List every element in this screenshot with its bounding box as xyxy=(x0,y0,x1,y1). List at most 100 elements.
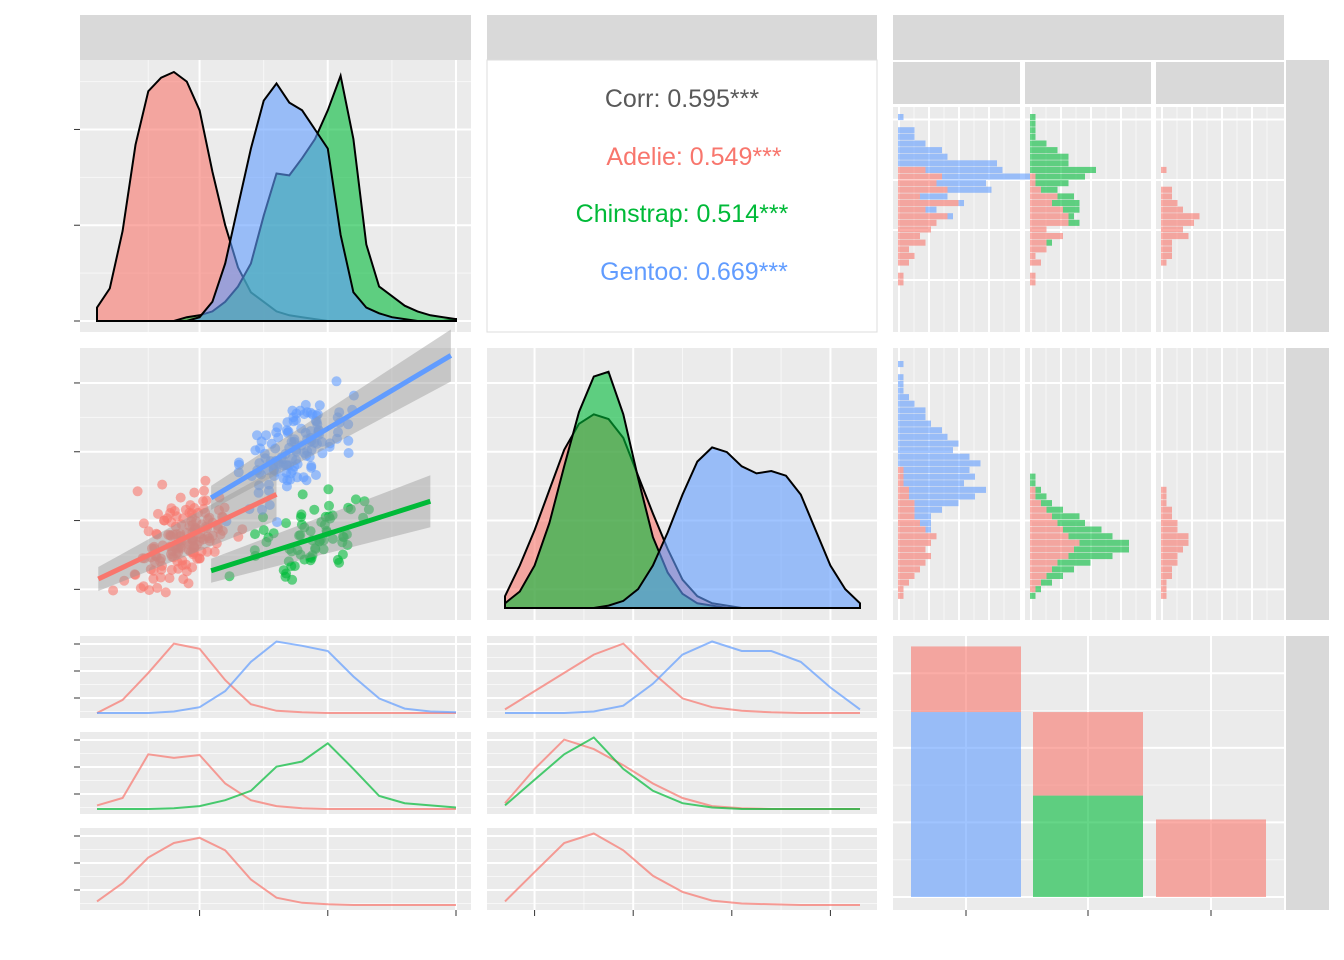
scatter-point xyxy=(178,574,189,585)
scatter-point xyxy=(160,587,171,598)
density-bill-gentoo xyxy=(97,81,456,322)
strip-col-bill-length-bg xyxy=(80,15,471,60)
hist-bar-dream-chinstrap xyxy=(1046,572,1063,579)
hist-bar-dream-chinstrap xyxy=(1079,539,1129,546)
scatter-point xyxy=(314,400,325,411)
hist-bar-biscoe-adelie xyxy=(898,493,909,500)
hist-bar-dream-adelie xyxy=(1030,200,1052,207)
scatter-point xyxy=(200,507,211,518)
hist-bar-biscoe-adelie xyxy=(898,466,904,473)
hist-bar-dream-chinstrap xyxy=(1030,114,1036,121)
hist-bar-dream-adelie xyxy=(1030,486,1036,493)
scatter-point xyxy=(363,504,374,515)
scatter-point xyxy=(268,528,279,539)
hist-bar-dream-chinstrap xyxy=(1030,140,1047,147)
hist-bar-biscoe-adelie xyxy=(898,539,931,546)
hist-bar-biscoe-gentoo xyxy=(898,427,942,434)
hist-bar-biscoe-gentoo xyxy=(903,466,970,473)
hist-bar-torgersen-adelie xyxy=(1161,553,1178,560)
bar-torgersen-adelie xyxy=(1156,819,1266,897)
strip-row-body-mass-bg xyxy=(1286,348,1329,620)
hist-bar-dream-adelie xyxy=(1030,186,1041,193)
hist-bar-torgersen-adelie xyxy=(1161,566,1172,573)
facet-density-bill-torgersen-adelie xyxy=(96,836,456,906)
scatter-point xyxy=(331,376,342,387)
hist-bar-biscoe-adelie xyxy=(898,219,937,226)
scatter-point xyxy=(294,530,305,541)
scatter-point xyxy=(170,521,181,532)
hist-bar-biscoe-gentoo xyxy=(898,414,926,421)
hist-bar-dream-chinstrap xyxy=(1052,200,1080,207)
axes-layer xyxy=(74,128,1212,916)
facet-density-mass-torgersen-adelie xyxy=(504,832,860,906)
hist-bar-dream-adelie xyxy=(1030,193,1058,200)
hist-bar-biscoe-gentoo xyxy=(898,453,970,460)
hist-bar-biscoe-gentoo xyxy=(925,166,1003,173)
corr-overall: Corr: 0.595*** xyxy=(605,85,760,113)
hist-bar-dream-chinstrap xyxy=(1057,519,1085,526)
hist-bar-biscoe-adelie xyxy=(898,553,931,560)
facet-density-bill-dream-adelie xyxy=(96,753,456,810)
scatter-point xyxy=(258,525,269,535)
hist-bar-biscoe-adelie xyxy=(898,513,915,520)
hist-bar-biscoe-adelie xyxy=(898,533,937,540)
hist-bar-biscoe-adelie xyxy=(898,213,948,220)
panel-bg-hist-r1-2 xyxy=(1156,107,1284,332)
hist-bar-torgersen-adelie xyxy=(1161,193,1172,200)
hist-bar-dream-adelie xyxy=(1030,533,1069,540)
correlation-panel-border xyxy=(486,59,878,333)
hist-bar-dream-adelie xyxy=(1030,553,1069,560)
hist-bar-dream-adelie xyxy=(1030,219,1069,226)
scatter-point xyxy=(343,435,354,446)
data-layer xyxy=(96,70,1266,906)
scatter-point xyxy=(261,430,272,441)
scatter-point xyxy=(196,546,207,557)
scatter-point xyxy=(201,495,212,506)
hist-bar-biscoe-adelie xyxy=(898,559,926,566)
hist-bar-biscoe-gentoo xyxy=(898,460,981,467)
scatter-point xyxy=(317,448,328,459)
hist-bar-dream-chinstrap xyxy=(1030,127,1036,134)
scatter-point xyxy=(300,427,311,438)
scatter-point xyxy=(164,573,175,584)
hist-bar-biscoe-adelie xyxy=(898,586,904,593)
hist-bar-torgersen-adelie xyxy=(1161,579,1167,586)
hist-bar-dream-adelie xyxy=(1030,279,1036,286)
hist-bar-biscoe-adelie xyxy=(898,506,915,513)
hist-bar-biscoe-gentoo xyxy=(909,486,986,493)
scatter-point xyxy=(209,546,220,557)
scatter-point xyxy=(348,390,359,401)
scatter-point xyxy=(159,515,170,526)
correlation-panel: Corr: 0.595*** Adelie: 0.549*** Chinstra… xyxy=(486,59,878,333)
hist-bar-biscoe-gentoo xyxy=(936,180,986,187)
hist-bar-biscoe-adelie xyxy=(898,233,920,240)
scatter-point xyxy=(296,519,307,530)
scatter-point xyxy=(307,550,318,560)
hist-bar-biscoe-gentoo xyxy=(925,206,937,213)
scatter-point xyxy=(189,487,200,498)
hist-bar-dream-chinstrap xyxy=(1074,546,1129,553)
hist-bar-biscoe-gentoo xyxy=(898,361,904,368)
scatter-point xyxy=(305,526,316,537)
scatter-point xyxy=(287,405,298,416)
scatter-point xyxy=(255,443,265,454)
hist-bar-biscoe-gentoo xyxy=(898,407,926,414)
hist-bar-torgersen-adelie xyxy=(1161,200,1178,207)
hist-bar-torgersen-adelie xyxy=(1161,586,1167,593)
hist-bar-biscoe-gentoo xyxy=(920,193,948,200)
scatter-point xyxy=(204,533,215,544)
hist-bar-biscoe-gentoo xyxy=(898,387,904,394)
hist-bar-biscoe-adelie xyxy=(898,526,926,533)
scatter-point xyxy=(281,518,291,529)
hist-bar-biscoe-adelie xyxy=(898,546,926,553)
hist-bar-biscoe-adelie xyxy=(898,473,904,480)
hist-bar-dream-adelie xyxy=(1030,566,1052,573)
corr-chinstrap: Chinstrap: 0.514*** xyxy=(576,200,789,228)
hist-bar-biscoe-gentoo xyxy=(914,513,931,520)
hist-bar-torgersen-adelie xyxy=(1161,533,1189,540)
scatter-point xyxy=(233,531,244,542)
panel-bg-hist-r2-1 xyxy=(1025,348,1151,620)
facet-density-mass-biscoe-adelie xyxy=(504,642,860,714)
hist-bar-dream-chinstrap xyxy=(1035,586,1041,593)
scatter-point xyxy=(325,438,335,449)
